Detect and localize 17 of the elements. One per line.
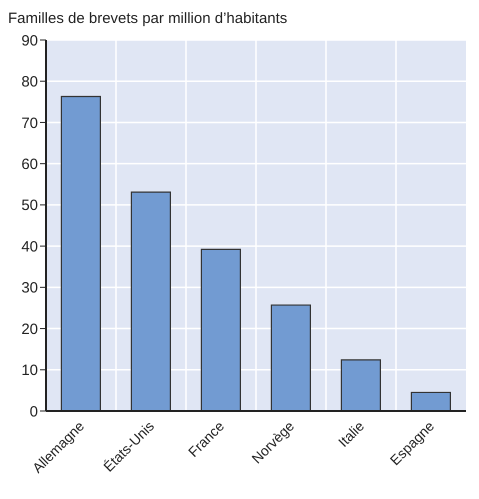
y-tick-label: 70 [21,114,38,132]
y-tick-label: 80 [21,74,38,91]
y-tick-label: 90 [21,32,38,50]
bar [200,248,241,411]
y-tick-label: 10 [21,362,38,380]
y-tick-label: 30 [21,280,38,297]
bar [410,392,451,411]
y-tick-label: 50 [21,197,38,214]
y-tick-label: 20 [21,320,38,338]
y-tick-label: 0 [30,403,38,420]
bar [130,192,171,411]
y-tick-label: 40 [21,238,38,256]
bar [60,96,101,411]
bar [270,304,311,411]
y-tick-label: 60 [21,156,38,173]
chart-title: Familles de brevets par million d’habitants [8,10,288,27]
bar [340,359,381,411]
